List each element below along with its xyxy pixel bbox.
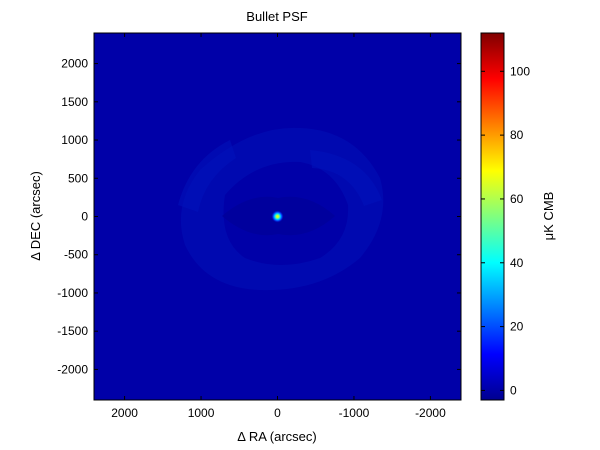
y-axis-label: Δ DEC (arcsec) [28, 171, 43, 261]
x-tick-label: 2000 [111, 406, 138, 420]
y-tick-label: 2000 [61, 57, 88, 71]
y-tick-label: 0 [81, 210, 88, 224]
colorbar: 0 20 40 60 80 100 μK CMB [480, 32, 556, 401]
y-tick-label: -500 [64, 248, 88, 262]
colorbar-tick-label: 100 [510, 64, 530, 78]
x-tick-label: -1000 [339, 406, 370, 420]
y-tick-label: -1000 [57, 286, 88, 300]
y-tick-label: -2000 [57, 362, 88, 376]
x-tick-label: -2000 [415, 406, 446, 420]
psf-peak [271, 210, 284, 223]
y-tick-label: 1500 [61, 95, 88, 109]
colorbar-tick-label: 80 [510, 128, 524, 142]
x-tick-label: 1000 [188, 406, 215, 420]
colorbar-tick-label: 40 [510, 256, 524, 270]
colorbar-tick-label: 0 [510, 383, 517, 397]
chart-title: Bullet PSF [246, 9, 307, 24]
colorbar-ticks: 0 20 40 60 80 100 [481, 64, 530, 397]
y-tick-label: -1500 [57, 324, 88, 338]
y-axis-ticks: 2000 1500 1000 500 0 -500 -1000 -1500 -2000 [57, 57, 461, 376]
colorbar-tick-label: 60 [510, 192, 524, 206]
y-tick-label: 500 [68, 171, 88, 185]
x-tick-label: 0 [274, 406, 281, 420]
colorbar-label: μK CMB [541, 192, 556, 241]
heatmap-area [93, 32, 462, 401]
y-tick-label: 1000 [61, 133, 88, 147]
sidelobe-arc-right [310, 150, 382, 206]
x-axis-ticks: 2000 1000 0 -1000 -2000 [111, 33, 446, 420]
sidelobe-arc-left [178, 140, 236, 212]
colorbar-gradient [480, 32, 505, 401]
x-axis-label: Δ RA (arcsec) [237, 429, 316, 444]
colorbar-tick-label: 20 [510, 320, 524, 334]
